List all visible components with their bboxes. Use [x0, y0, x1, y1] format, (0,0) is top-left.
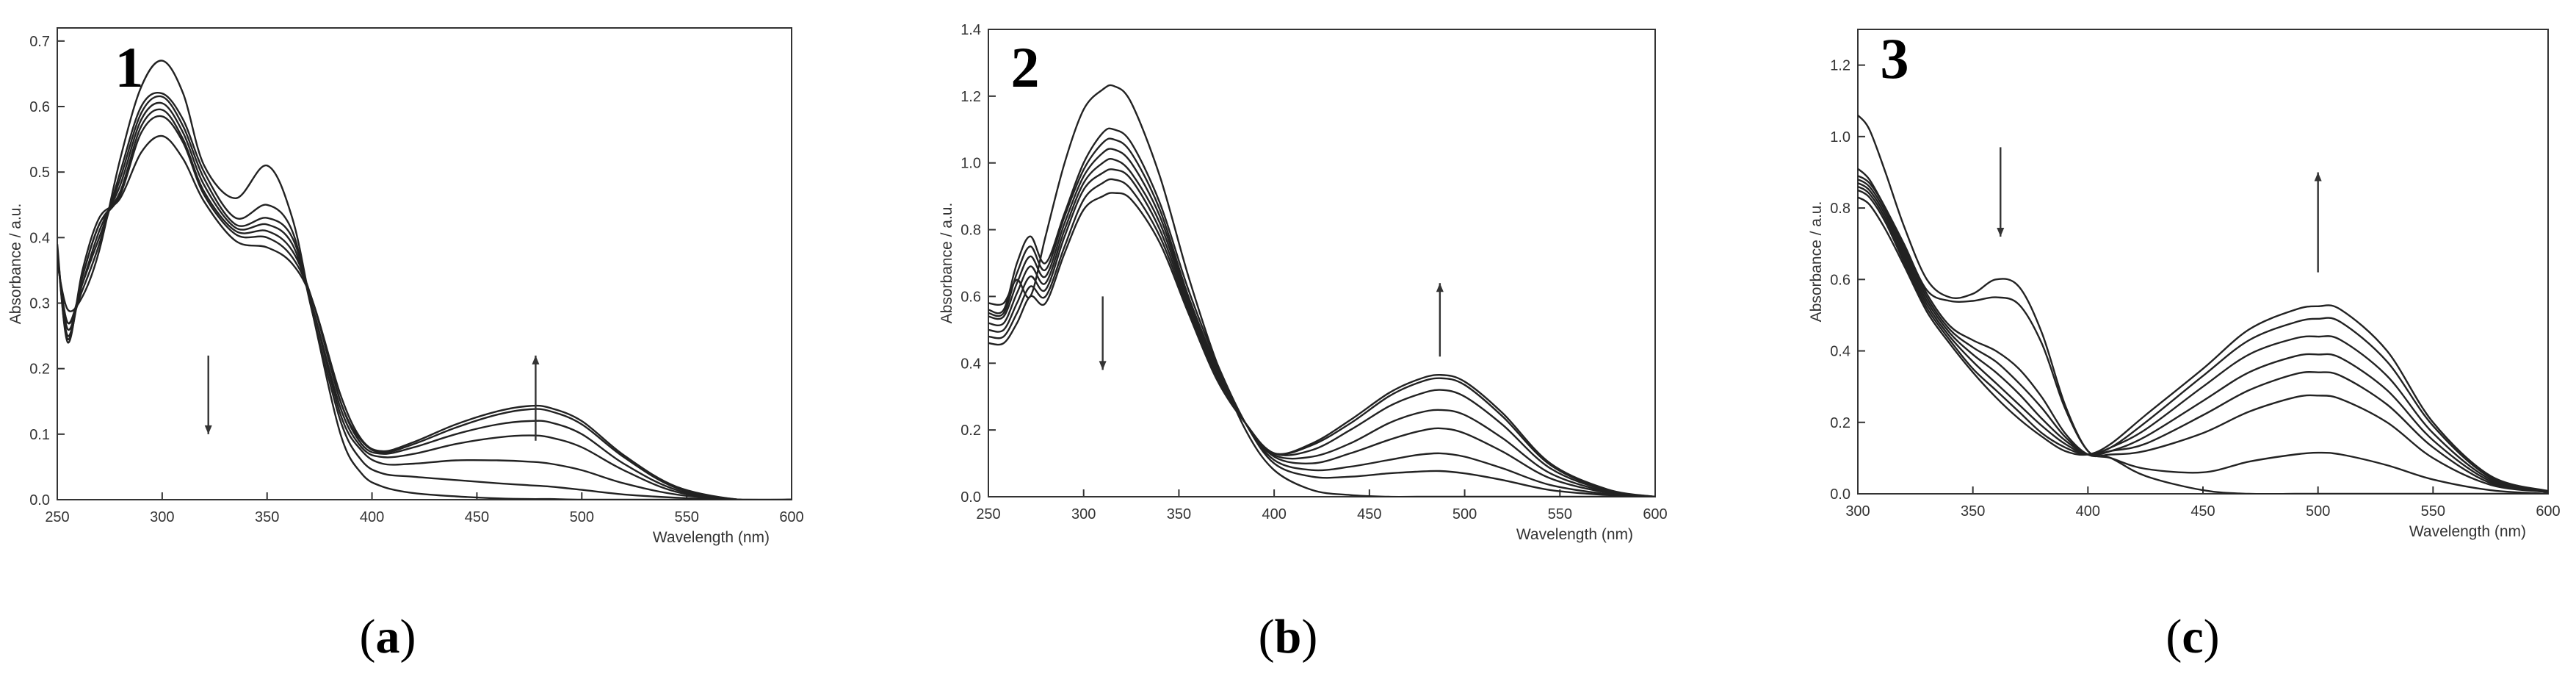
- y-axis-label: Absorbance / a.u.: [7, 204, 24, 325]
- x-axis-label: Wavelength (nm): [1516, 526, 1633, 543]
- panel-caption: (a): [360, 610, 416, 664]
- caption-open-paren: (: [2166, 610, 2182, 664]
- y-tick-label: 0.7: [29, 34, 50, 50]
- caption-letter: c: [2182, 610, 2203, 664]
- arrow-head-icon: [204, 425, 212, 434]
- y-tick-label: 0.8: [960, 223, 981, 239]
- caption-close-paren: ): [1301, 610, 1317, 664]
- x-tick-label: 500: [1452, 506, 1477, 522]
- x-tick-label: 500: [570, 509, 594, 525]
- x-tick-label: 400: [1262, 506, 1286, 522]
- arrow-head-icon: [1099, 361, 1107, 370]
- y-tick-label: 1.2: [1830, 58, 1850, 74]
- x-tick-label: 250: [45, 509, 69, 525]
- x-tick-label: 400: [2076, 503, 2100, 520]
- spectrum-line-6: [57, 115, 792, 500]
- spectrum-line-1: [988, 84, 1655, 497]
- y-tick-label: 0.4: [1830, 344, 1850, 360]
- x-tick-label: 550: [1548, 506, 1572, 522]
- x-tick-label: 600: [779, 509, 803, 525]
- spectrum-line-8: [1858, 196, 2548, 492]
- spectrum-line-3: [1858, 175, 2548, 493]
- plot-frame: [57, 27, 792, 500]
- spectrum-line-5: [1858, 182, 2548, 493]
- x-tick-label: 450: [1357, 506, 1381, 522]
- chart-panel-1: 250 300 350 400 450 500 550 600 0.0 0.1 0.2 0.3 0.4 0…: [7, 27, 804, 664]
- x-tick-label: 500: [2306, 503, 2330, 520]
- plot-frame: [988, 29, 1656, 497]
- x-tick-label: 350: [1167, 506, 1191, 522]
- y-tick-label: 0.1: [29, 427, 50, 443]
- y-tick-label: 0.0: [960, 489, 981, 506]
- x-axis-label: Wavelength (nm): [2409, 523, 2526, 540]
- x-tick-label: 450: [465, 509, 489, 525]
- x-tick-label: 550: [674, 509, 698, 525]
- y-tick-label: 0.2: [1830, 415, 1850, 431]
- caption-close-paren: ): [400, 610, 416, 664]
- y-tick-label: 1.0: [1830, 129, 1850, 145]
- spectrum-line-2: [988, 127, 1655, 497]
- y-tick-label: 0.0: [29, 492, 50, 508]
- x-axis-label: Wavelength (nm): [653, 529, 770, 546]
- spectrum-line-7: [57, 134, 792, 500]
- x-tick-label: 600: [1643, 506, 1667, 522]
- arrow-head-icon: [2314, 172, 2322, 182]
- y-tick-label: 1.4: [960, 22, 981, 38]
- x-tick-label: 600: [2536, 503, 2560, 520]
- y-axis-label: Absorbance / a.u.: [1808, 201, 1825, 323]
- y-tick-label: 0.4: [29, 230, 50, 246]
- panel-caption: (b): [1259, 610, 1318, 664]
- x-tick-label: 450: [2190, 503, 2215, 520]
- x-tick-label: 250: [976, 506, 1000, 522]
- y-tick-label: 1.0: [960, 156, 981, 172]
- plot-frame: [1857, 29, 2549, 495]
- chart-panel-3: 300 350 400 450 500 550 600 0.0 0.2 0.4 0.6 0.8 1.0 1…: [1808, 26, 2561, 664]
- caption-letter: b: [1275, 610, 1302, 664]
- spectrum-line-2: [57, 92, 792, 500]
- x-tick-label: 300: [1845, 503, 1870, 520]
- caption-letter: a: [376, 610, 400, 664]
- spectrum-line-6: [988, 168, 1655, 497]
- panel-number: 2: [1011, 35, 1040, 99]
- spectrum-line-7: [988, 178, 1655, 497]
- spectrum-line-3: [988, 137, 1655, 497]
- x-tick-label: 350: [255, 509, 279, 525]
- y-tick-label: 0.0: [1830, 486, 1850, 503]
- x-tick-label: 300: [150, 509, 174, 525]
- spectrum-line-1: [57, 60, 792, 500]
- y-tick-label: 0.2: [960, 423, 981, 439]
- y-tick-label: 0.2: [29, 362, 50, 378]
- spectrum-line-4: [988, 148, 1655, 497]
- caption-open-paren: (: [360, 610, 376, 664]
- panel-number: 1: [115, 35, 144, 99]
- spectrum-line-2: [1858, 168, 2548, 494]
- caption-close-paren: ): [2204, 610, 2220, 664]
- y-tick-label: 0.6: [29, 99, 50, 115]
- arrow-head-icon: [532, 355, 540, 364]
- panel-caption: (c): [2166, 610, 2219, 664]
- y-axis-label: Absorbance / a.u.: [938, 203, 955, 324]
- spectrum-line-5: [57, 108, 792, 500]
- y-tick-label: 1.2: [960, 89, 981, 105]
- chart-panel-2: 250 300 350 400 450 500 550 600 0.0 0.2 0.4 0.6 0.8 1…: [938, 22, 1668, 664]
- y-tick-label: 0.6: [1830, 272, 1850, 288]
- y-tick-label: 0.3: [29, 296, 50, 312]
- y-tick-label: 0.6: [960, 289, 981, 305]
- spectrum-line-4: [57, 101, 792, 500]
- spectrum-line-7: [1858, 189, 2548, 492]
- x-tick-label: 550: [2421, 503, 2445, 520]
- arrow-head-icon: [1997, 227, 2005, 237]
- x-tick-label: 300: [1071, 506, 1096, 522]
- spectrum-line-5: [988, 157, 1655, 497]
- x-tick-label: 400: [360, 509, 384, 525]
- spectrum-line-8: [988, 192, 1655, 497]
- arrow-head-icon: [1436, 283, 1444, 292]
- y-tick-label: 0.8: [1830, 201, 1850, 217]
- caption-open-paren: (: [1259, 610, 1275, 664]
- y-tick-label: 0.4: [960, 356, 981, 372]
- y-tick-label: 0.5: [29, 165, 50, 181]
- panel-number: 3: [1881, 26, 1909, 90]
- x-tick-label: 350: [1961, 503, 1985, 520]
